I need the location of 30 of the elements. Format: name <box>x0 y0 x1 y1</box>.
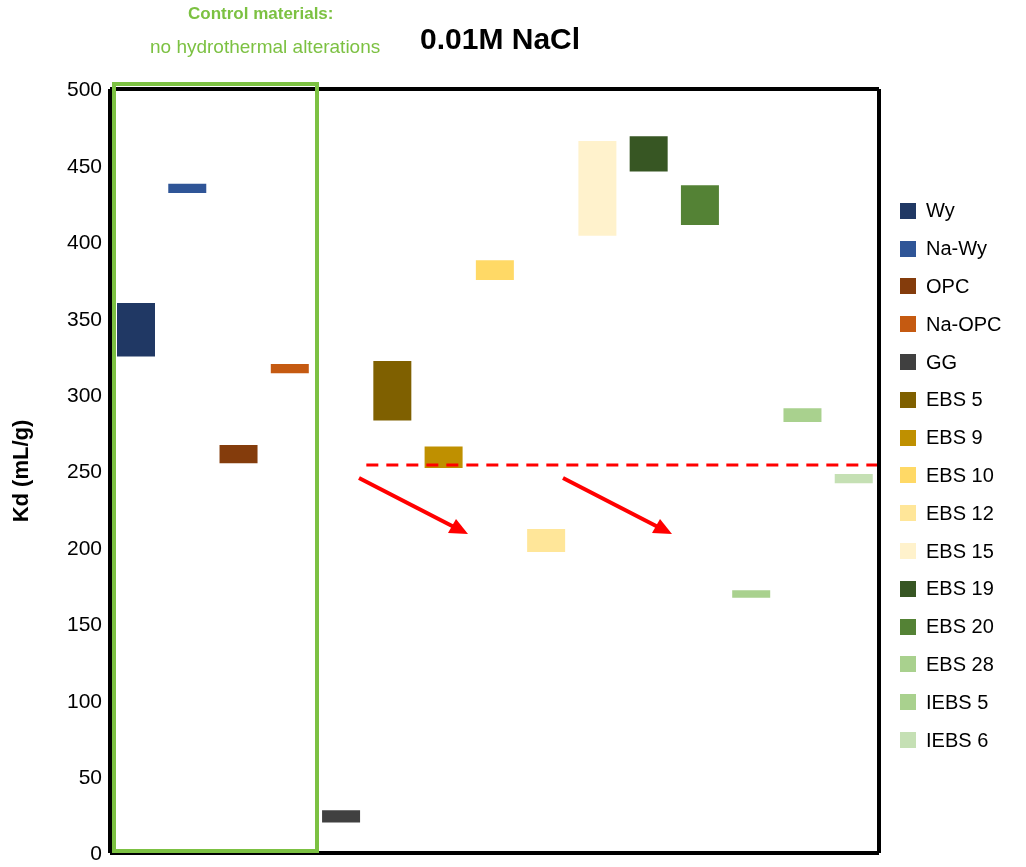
legend-label: IEBS 5 <box>926 690 989 714</box>
text: no hydrothermal alterations <box>150 36 381 58</box>
y-tick-label: 150 <box>66 612 102 636</box>
y-tick-label: 400 <box>66 230 102 254</box>
y-tick-label: 250 <box>66 459 102 483</box>
legend-label: GG <box>926 350 958 374</box>
y-tick-label: 450 <box>66 153 102 177</box>
chart-title: 0.01M NaCl <box>420 22 581 56</box>
legend-label: EBS 28 <box>926 652 994 676</box>
y-tick-label: 500 <box>66 77 102 101</box>
legend-label: Wy <box>926 199 955 223</box>
legend-label: EBS 20 <box>926 615 994 639</box>
legend-label: EBS 9 <box>926 426 983 450</box>
y-tick-label: 0 <box>90 841 102 865</box>
y-tick-label: 100 <box>66 688 102 712</box>
legend-label: IEBS 6 <box>926 728 989 752</box>
y-axis-title: Kd (mL/g) <box>7 419 33 523</box>
legend-label: EBS 12 <box>926 501 994 525</box>
y-tick-label: 350 <box>66 306 102 330</box>
y-tick-label: 50 <box>78 765 102 789</box>
legend-label: Na-OPC <box>926 312 1002 336</box>
legend-label: EBS 15 <box>926 539 994 563</box>
text: Control materials: <box>188 4 334 24</box>
legend-label: Na-Wy <box>926 237 987 261</box>
legend-label: EBS 5 <box>926 388 983 412</box>
y-tick-label: 200 <box>66 535 102 559</box>
legend-label: EBS 19 <box>926 577 994 601</box>
legend-label: OPC <box>926 274 970 298</box>
legend-label: EBS 10 <box>926 463 994 487</box>
y-tick-label: 300 <box>66 383 102 407</box>
